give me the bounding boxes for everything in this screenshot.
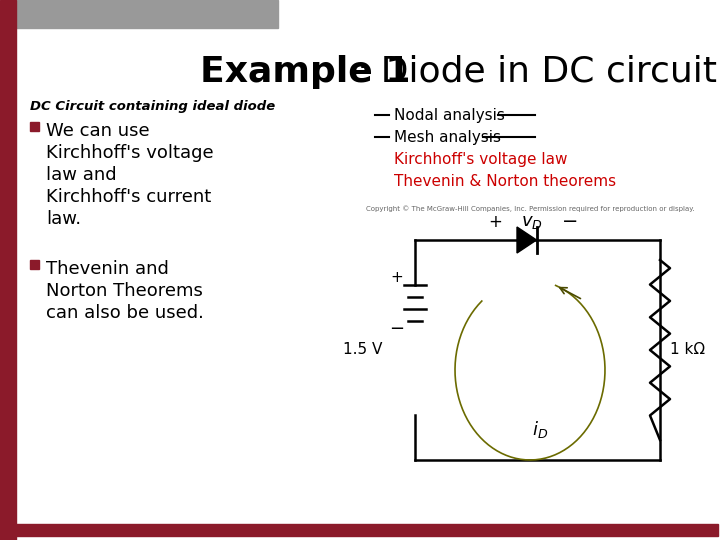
Text: : Diode in DC circuit: : Diode in DC circuit [357, 55, 717, 89]
Text: +: + [391, 269, 403, 285]
Text: −: − [562, 213, 578, 232]
Text: Mesh analysis: Mesh analysis [394, 130, 501, 145]
Text: Kirchhoff's voltage: Kirchhoff's voltage [46, 144, 214, 162]
Text: Thevenin and: Thevenin and [46, 260, 169, 278]
Bar [16, 0, 278, 28]
Text: We can use: We can use [46, 122, 150, 140]
Text: −: − [390, 320, 405, 338]
Text: law and: law and [46, 166, 117, 184]
Text: 1.5 V: 1.5 V [343, 342, 383, 357]
Bar [16, 524, 718, 536]
Text: Nodal analysis: Nodal analysis [394, 108, 505, 123]
Text: Norton Theorems: Norton Theorems [46, 282, 203, 300]
Text: Kirchhoff's current: Kirchhoff's current [46, 188, 211, 206]
Bar [30, 122, 39, 131]
Text: +: + [488, 213, 502, 231]
Bar [0, 0, 16, 540]
Text: $v_D$: $v_D$ [521, 213, 543, 231]
Text: Example 1: Example 1 [200, 55, 410, 89]
Text: $i_D$: $i_D$ [532, 420, 548, 441]
Text: Thevenin & Norton theorems: Thevenin & Norton theorems [394, 174, 616, 189]
Bar [30, 260, 39, 269]
Polygon shape [517, 227, 536, 253]
Text: Copyright © The McGraw-Hill Companies, Inc. Permission required for reproduction: Copyright © The McGraw-Hill Companies, I… [366, 205, 694, 212]
Text: 1 kΩ: 1 kΩ [670, 342, 706, 357]
Text: law.: law. [46, 210, 81, 228]
Text: can also be used.: can also be used. [46, 304, 204, 322]
Text: Kirchhoff's voltage law: Kirchhoff's voltage law [394, 152, 567, 167]
Text: DC Circuit containing ideal diode: DC Circuit containing ideal diode [30, 100, 275, 113]
